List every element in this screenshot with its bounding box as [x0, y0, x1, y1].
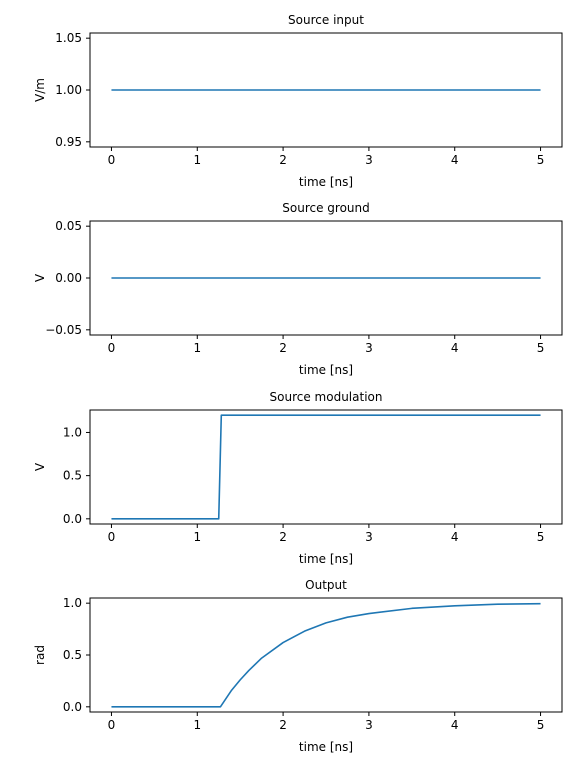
y-axis-label: V: [33, 462, 47, 471]
y-tick-label: 0.05: [55, 219, 82, 233]
x-tick-label: 4: [451, 341, 459, 355]
x-tick-label: 4: [451, 530, 459, 544]
x-tick-label: 5: [537, 153, 545, 167]
y-tick-label: 0.5: [63, 469, 82, 483]
x-tick-label: 0: [108, 153, 116, 167]
x-tick-label: 0: [108, 718, 116, 732]
y-tick-label: 0.95: [55, 135, 82, 149]
chart-title: Source modulation: [270, 390, 383, 404]
y-tick-label: 0.0: [63, 700, 82, 714]
y-axis-label: rad: [33, 645, 47, 665]
x-tick-label: 3: [365, 153, 373, 167]
x-tick-label: 1: [193, 153, 201, 167]
series-line-1: [111, 414, 541, 520]
x-tick-label: 3: [365, 341, 373, 355]
x-tick-label: 1: [193, 530, 201, 544]
chart-1: 0 1 2 3 4 5 0.95 1.00 1.05 Source input time [ns] V…: [33, 13, 563, 189]
x-axis-label: time [ns]: [299, 363, 353, 377]
y-tick-label: 1.00: [55, 83, 82, 97]
y-tick-label: 0.00: [55, 271, 82, 285]
y-tick-label: 1.05: [55, 31, 82, 45]
x-tick-label: 0: [108, 530, 116, 544]
x-tick-label: 5: [537, 341, 545, 355]
axes-frame: [89, 597, 563, 713]
axes-frame: [89, 409, 563, 525]
y-axis-label: V/m: [33, 78, 47, 102]
x-tick-label: 2: [279, 718, 287, 732]
y-tick-label: 0.0: [63, 512, 82, 526]
x-axis-label: time [ns]: [299, 552, 353, 566]
chart-3: 0 1 2 3 4 5 0.0 0.5 1.0 Source modulation time [ns…: [33, 390, 563, 566]
x-tick-label: 3: [365, 718, 373, 732]
x-axis-label: time [ns]: [299, 740, 353, 754]
chart-4: 0 1 2 3 4 5 0.0 0.5 1.0 Output time [ns] rad: [33, 578, 563, 754]
x-tick-label: 3: [365, 530, 373, 544]
series-line-1: [111, 602, 541, 708]
x-tick-label: 5: [537, 718, 545, 732]
x-tick-label: 2: [279, 530, 287, 544]
chart-2: 0 1 2 3 4 5 −0.05 0.00 0.05 Source ground time [ns…: [33, 201, 563, 377]
x-tick-label: 1: [193, 341, 201, 355]
x-tick-label: 2: [279, 341, 287, 355]
y-tick-label: 1.0: [63, 425, 82, 439]
x-tick-label: 4: [451, 718, 459, 732]
chart-title: Source input: [288, 13, 364, 27]
y-tick-label: −0.05: [45, 323, 82, 337]
x-tick-label: 1: [193, 718, 201, 732]
x-axis-label: time [ns]: [299, 175, 353, 189]
y-tick-label: 0.5: [63, 648, 82, 662]
x-tick-label: 0: [108, 341, 116, 355]
chart-title: Source ground: [282, 201, 370, 215]
y-tick-label: 1.0: [63, 596, 82, 610]
chart-title: Output: [305, 578, 347, 592]
x-tick-label: 5: [537, 530, 545, 544]
x-tick-label: 4: [451, 153, 459, 167]
y-axis-label: V: [33, 273, 47, 282]
x-tick-label: 2: [279, 153, 287, 167]
